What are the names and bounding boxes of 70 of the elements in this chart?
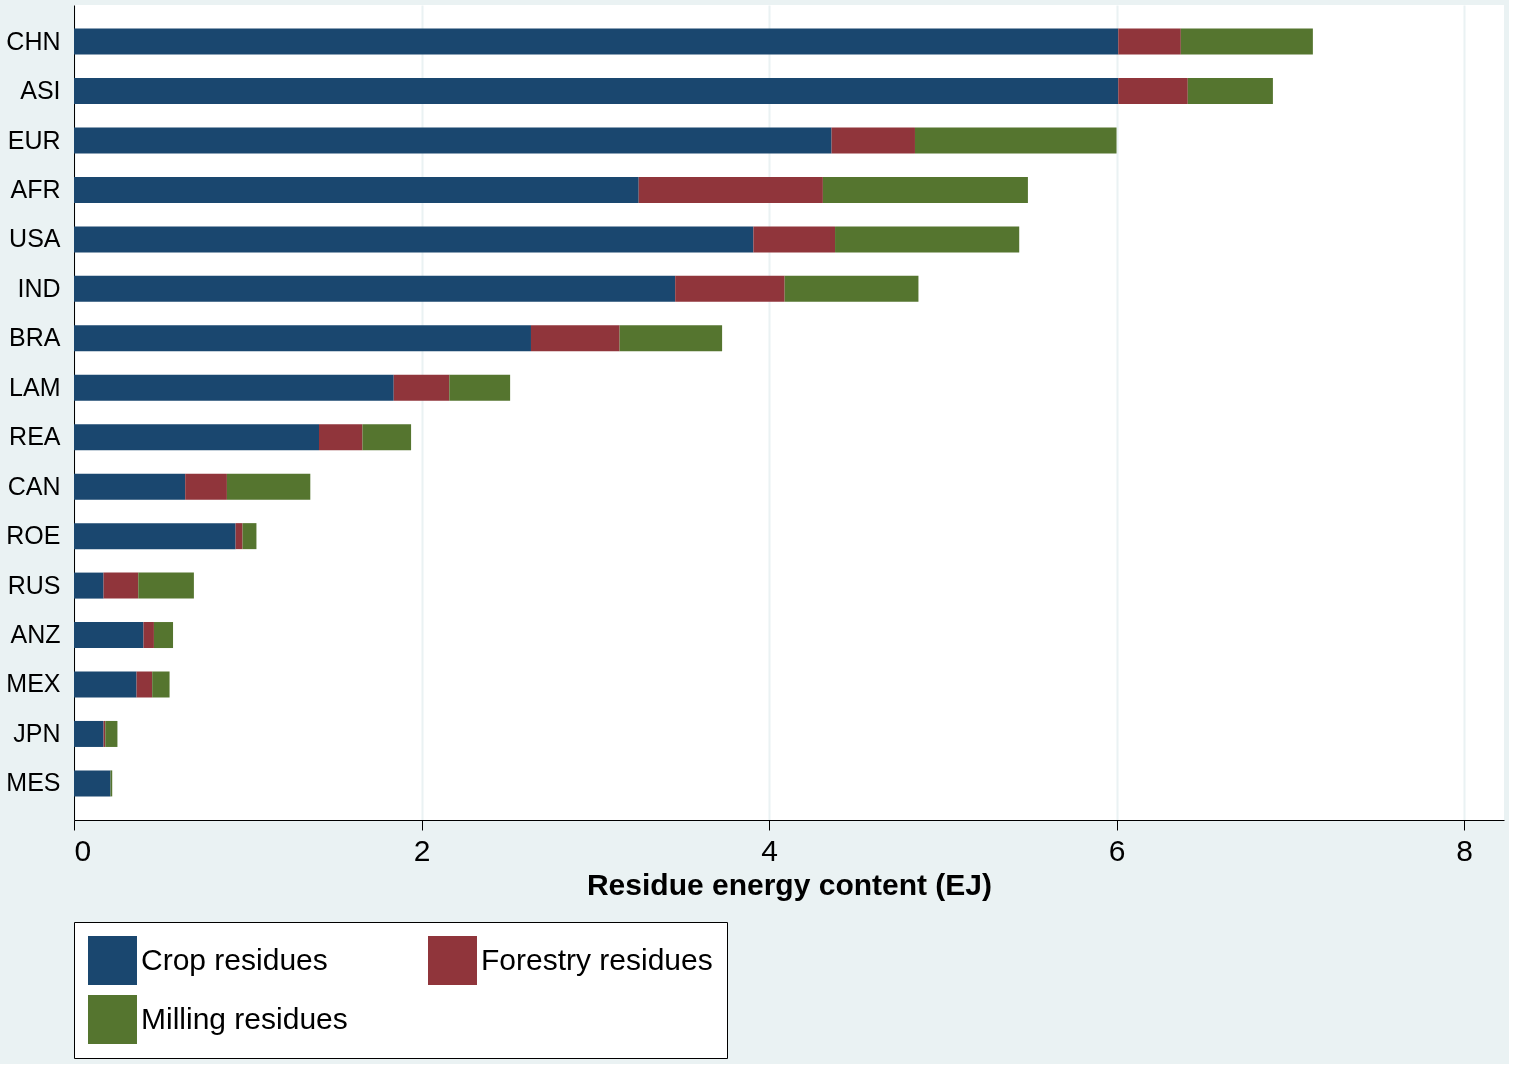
y-tick-label: MEX	[6, 669, 61, 698]
bar	[105, 720, 118, 747]
bar	[914, 127, 1117, 154]
y-tick-label: ROE	[6, 521, 61, 550]
y-tick-label: JPN	[13, 718, 61, 747]
bar	[822, 176, 1028, 203]
bar	[74, 572, 104, 599]
x-tick-label: 0	[74, 833, 92, 867]
y-tick-label: REA	[9, 422, 61, 451]
bar	[619, 325, 723, 352]
bar	[831, 127, 915, 154]
bar	[74, 720, 104, 747]
bar	[449, 374, 511, 401]
legend-label: Milling residues	[141, 1001, 348, 1035]
bar	[185, 473, 227, 500]
bar	[1118, 28, 1181, 55]
bar	[74, 473, 186, 500]
bar	[74, 226, 754, 253]
x-tick-label: 2	[413, 833, 431, 867]
bar	[638, 176, 823, 203]
bar	[136, 671, 153, 698]
y-tick-label: RUS	[7, 570, 61, 599]
legend-label: Crop residues	[141, 942, 328, 976]
bar	[74, 325, 531, 352]
bar	[1187, 78, 1273, 105]
bar	[74, 622, 144, 649]
y-tick-label: ANZ	[10, 620, 61, 649]
bar	[1180, 28, 1313, 55]
bar	[74, 28, 1119, 55]
bar	[675, 275, 785, 302]
y-tick-label: ASI	[20, 76, 61, 105]
y-tick-label: IND	[17, 273, 61, 302]
bar	[103, 572, 139, 599]
y-tick-label: BRA	[9, 323, 61, 352]
y-tick-label: CHN	[6, 26, 61, 55]
bar	[74, 275, 676, 302]
x-tick-label: 6	[1108, 833, 1126, 867]
bar	[74, 523, 236, 550]
bar	[74, 671, 137, 698]
bar	[242, 523, 257, 550]
x-tick-label: 4	[761, 833, 778, 867]
bar	[143, 622, 154, 649]
bar	[1118, 78, 1188, 105]
legend-label: Forestry residues	[481, 942, 713, 976]
bar	[362, 424, 412, 451]
x-axis-title: Residue energy content (EJ)	[586, 867, 993, 901]
bar	[74, 424, 319, 451]
bar	[74, 176, 639, 203]
bar	[530, 325, 620, 352]
bar	[74, 127, 832, 154]
bar	[74, 374, 394, 401]
bar	[226, 473, 311, 500]
x-tick-label: 8	[1456, 833, 1473, 867]
y-tick-label: EUR	[7, 125, 61, 154]
y-tick-label: MES	[6, 768, 61, 797]
bar	[74, 78, 1119, 105]
bar	[152, 671, 170, 698]
y-tick-label: LAM	[9, 372, 61, 401]
y-tick-label: USA	[9, 224, 61, 253]
bar	[138, 572, 194, 599]
y-tick-label: CAN	[7, 471, 61, 500]
bar	[235, 523, 243, 550]
bar	[393, 374, 450, 401]
bar	[318, 424, 363, 451]
bar	[784, 275, 919, 302]
bar	[74, 770, 111, 797]
y-tick-label: AFR	[10, 174, 61, 203]
bar	[753, 226, 836, 253]
bar	[835, 226, 1020, 253]
bar	[153, 622, 174, 649]
